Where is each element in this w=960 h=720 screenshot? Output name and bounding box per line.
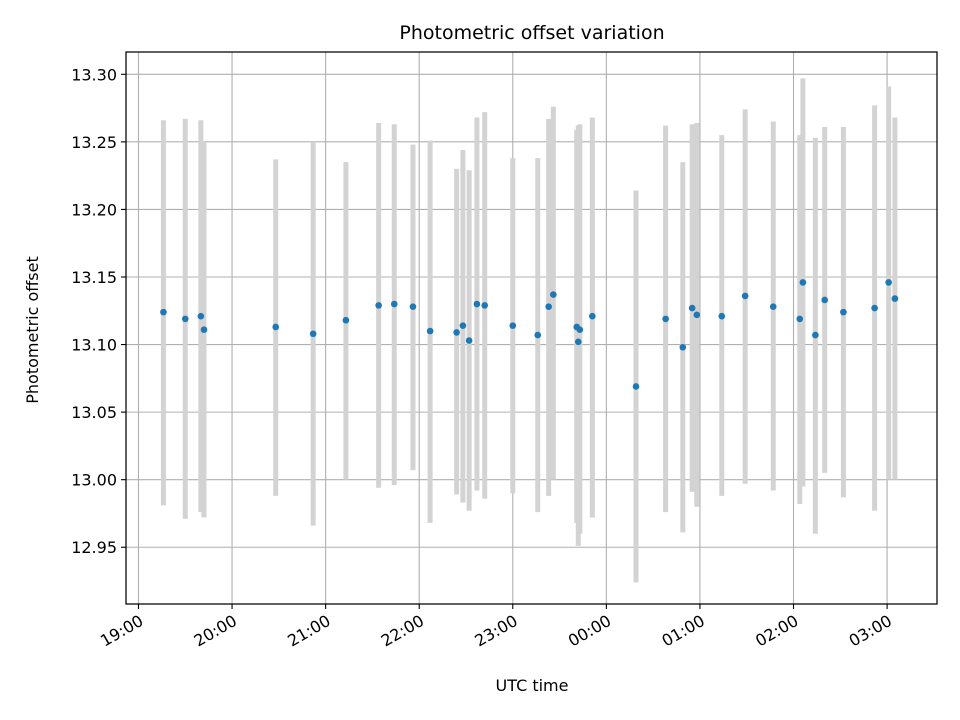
data-point [799, 279, 807, 286]
chart-title: Photometric offset variation [399, 22, 664, 44]
data-point [545, 303, 552, 311]
data-point [871, 304, 878, 312]
data-point [426, 327, 434, 335]
data-point [409, 303, 417, 311]
y-tick-label: 13.00 [71, 471, 117, 490]
data-point [550, 291, 557, 298]
data-point [342, 316, 350, 324]
data-point [576, 326, 584, 333]
data-point [679, 343, 687, 351]
data-point [769, 303, 777, 311]
data-point [885, 279, 892, 286]
y-tick-label: 13.10 [71, 336, 117, 355]
y-tick-label: 12.95 [71, 538, 117, 557]
data-point [534, 331, 542, 339]
data-point [693, 311, 701, 319]
data-point [688, 304, 696, 312]
x-axis-label: UTC time [496, 676, 569, 695]
y-tick-label: 13.05 [71, 403, 117, 422]
data-point [741, 292, 749, 300]
data-point [465, 337, 473, 344]
plot-area-frame [125, 51, 938, 605]
data-point [453, 329, 460, 336]
data-point [589, 312, 596, 320]
data-point [272, 323, 280, 331]
y-tick-label: 13.25 [71, 133, 117, 152]
data-point [662, 315, 669, 323]
data-point [821, 296, 829, 304]
y-axis-label: Photometric offset [23, 256, 42, 404]
data-point [181, 315, 189, 323]
data-point [574, 338, 582, 346]
data-point [481, 302, 489, 309]
data-point [509, 322, 517, 329]
data-point [459, 322, 467, 329]
data-point [160, 308, 167, 316]
data-point [718, 312, 726, 320]
data-points [160, 279, 899, 390]
y-axis: 12.95 13.00 13.05 13.10 13.15 13.20 13.25 13.30 [71, 65, 126, 557]
y-tick-label: 13.30 [71, 65, 117, 84]
y-tick-label: 13.20 [71, 200, 117, 219]
data-point [375, 302, 382, 309]
data-point [632, 383, 640, 390]
data-point [812, 331, 819, 339]
data-point [200, 326, 208, 333]
data-point [390, 300, 398, 308]
data-point [473, 300, 481, 308]
data-point [891, 295, 899, 302]
data-point [796, 315, 804, 323]
data-point [840, 308, 847, 316]
data-point [197, 312, 205, 320]
y-tick-label: 13.15 [71, 268, 117, 287]
data-point [309, 330, 317, 338]
